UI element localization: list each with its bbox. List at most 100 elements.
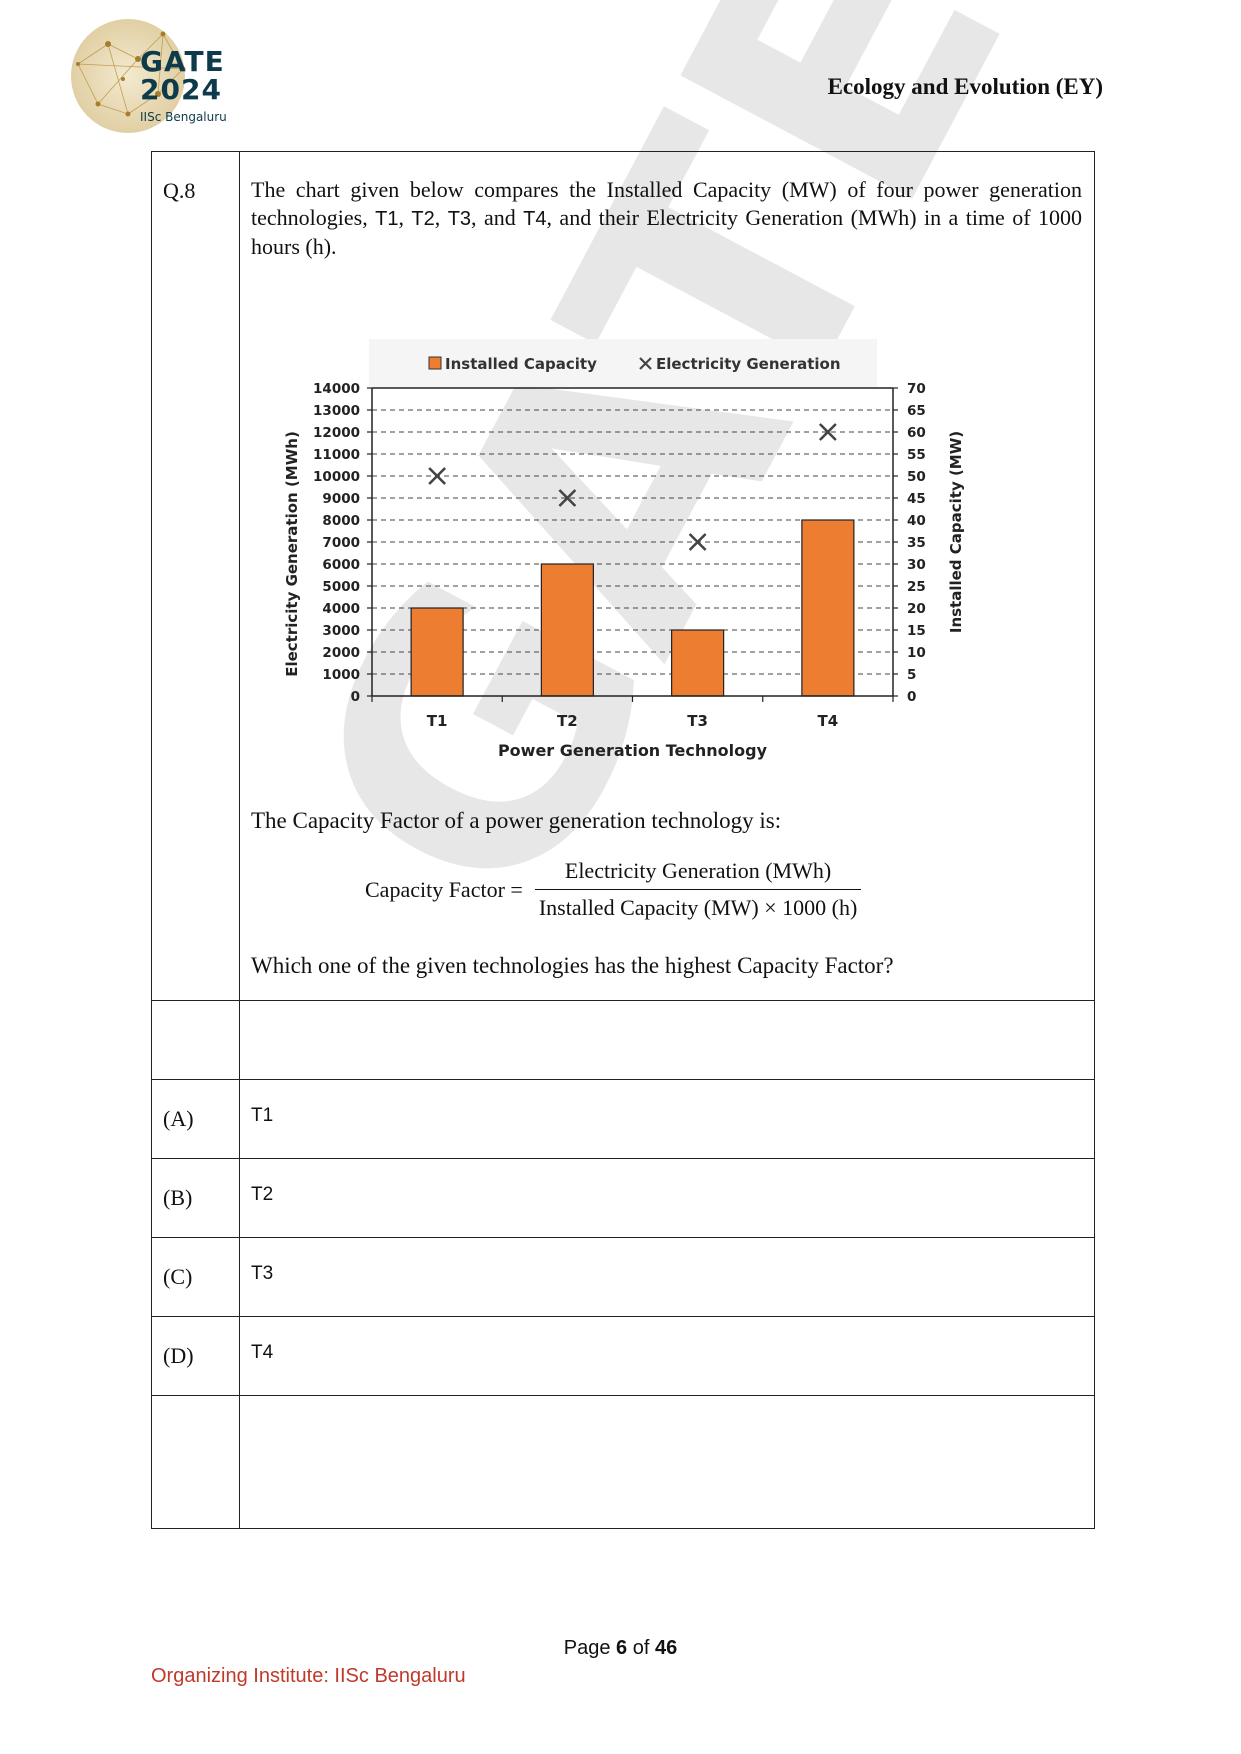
trailing-blank-left: [151, 1395, 240, 1529]
left-tick-label: 14000: [313, 381, 360, 397]
formula-lhs: Capacity Factor =: [365, 876, 523, 902]
marker-electricity-generation-t3: [688, 533, 707, 551]
question-ask: Which one of the given technologies has …: [251, 953, 894, 978]
option-label-cell: (C): [151, 1237, 240, 1317]
option-text[interactable]: T4: [251, 1342, 274, 1363]
left-tick-label: 2000: [322, 645, 360, 661]
marker-electricity-generation-t1: [428, 467, 447, 485]
blank-cell-left: [151, 1000, 240, 1080]
option-label: (B): [163, 1185, 193, 1210]
intro-sep-1: ,: [398, 205, 412, 230]
right-tick-label: 65: [907, 403, 926, 419]
organizing-institute: Organizing Institute: IISc Bengaluru: [151, 1665, 466, 1687]
legend-generation-marker: [639, 357, 652, 370]
right-tick-label: 40: [907, 513, 926, 529]
option-text[interactable]: T2: [251, 1184, 274, 1205]
option-text[interactable]: T3: [251, 1263, 274, 1284]
formula-denominator: Installed Capacity (MW) × 1000 (h): [534, 889, 862, 922]
subject-title: Ecology and Evolution (EY): [827, 74, 1103, 99]
option-label: (A): [163, 1106, 194, 1131]
question-intro: The chart given below compares the Insta…: [251, 176, 1082, 261]
x-tick-label: T2: [557, 712, 578, 730]
y-axis-left-label: Electricity Generation (MWh): [283, 431, 301, 677]
legend-generation-label: Electricity Generation: [656, 355, 841, 373]
question-number-cell: Q.8: [151, 151, 240, 1001]
marker-electricity-generation-t4: [818, 423, 837, 441]
option-label-cell: (D): [151, 1316, 240, 1396]
question-table: Q.8 The chart given below compares the I…: [151, 151, 1095, 1529]
left-tick-label: 5000: [322, 579, 360, 595]
question-body-cell: The chart given below compares the Insta…: [239, 151, 1095, 1001]
page-total: 46: [654, 1637, 678, 1659]
right-tick-label: 70: [907, 381, 926, 397]
option-text-cell[interactable]: T3: [239, 1237, 1095, 1317]
blank-row: [151, 1000, 1095, 1080]
right-tick-label: 25: [907, 579, 926, 595]
marker-electricity-generation-t2: [558, 489, 577, 507]
question-body: The chart given below compares the Insta…: [240, 152, 1094, 1000]
option-row-c[interactable]: (C) T3: [151, 1237, 1095, 1317]
option-label: (C): [163, 1264, 193, 1289]
left-tick-label: 3000: [322, 623, 360, 639]
x-tick-label: T4: [818, 712, 839, 730]
capacity-factor-formula: Capacity Factor = Electricity Generation…: [365, 857, 1082, 922]
bar-installed-capacity-t2: [540, 563, 594, 697]
logo-gate-text: GATE: [140, 45, 225, 78]
trailing-blank-row: [151, 1395, 1095, 1529]
left-tick-label: 0: [351, 689, 360, 705]
x-tick-label: T1: [427, 712, 448, 730]
option-row-d[interactable]: (D) T4: [151, 1316, 1095, 1396]
intro-sep-2: ,: [434, 205, 448, 230]
right-tick-label: 10: [907, 645, 926, 661]
option-row-a[interactable]: (A) T1: [151, 1079, 1095, 1159]
option-text-cell[interactable]: T1: [239, 1079, 1095, 1159]
left-tick-label: 9000: [322, 491, 360, 507]
page-prefix: Page: [563, 1637, 617, 1659]
intro-text-2: , and their Electricity Generation (MWh)…: [251, 205, 1083, 259]
right-tick-label: 5: [907, 667, 916, 683]
chart-container: Installed Capacity Electricity Generation…: [279, 299, 1039, 789]
blank-cell-right: [239, 1000, 1095, 1080]
bar-installed-capacity-t3: [671, 629, 725, 697]
logo-institute-text: IISc Bengaluru: [140, 110, 227, 124]
right-tick-label: 15: [907, 623, 926, 639]
intro-t3: T3: [447, 208, 472, 230]
bar-installed-capacity-t1: [410, 607, 464, 697]
intro-sep-3: , and: [471, 205, 524, 230]
page-number: Page 6 of 46: [0, 1637, 1241, 1660]
left-tick-label: 4000: [322, 601, 360, 617]
left-tick-label: 11000: [313, 447, 360, 463]
right-tick-label: 45: [907, 491, 926, 507]
right-tick-label: 50: [907, 469, 926, 485]
formula-numerator: Electricity Generation (MWh): [564, 858, 832, 883]
formula-fraction: Electricity Generation (MWh) Installed C…: [534, 857, 862, 922]
capacity-generation-chart: Installed Capacity Electricity Generation…: [283, 339, 965, 760]
intro-t4: T4: [523, 208, 547, 230]
left-tick-label: 12000: [313, 425, 360, 441]
right-tick-label: 60: [907, 425, 926, 441]
right-tick-label: 20: [907, 601, 926, 617]
option-text-cell[interactable]: T4: [239, 1316, 1095, 1396]
page-mid: of: [627, 1637, 655, 1659]
logo-year-text: 2024: [140, 73, 222, 106]
bar-installed-capacity-t4: [801, 519, 855, 697]
y-axis-right-label: Installed Capacity (MW): [947, 431, 965, 633]
page-current: 6: [616, 1637, 628, 1659]
option-label-cell: (A): [151, 1079, 240, 1159]
capacity-factor-intro: The Capacity Factor of a power generatio…: [251, 808, 782, 833]
legend-background: [369, 339, 877, 387]
intro-t1: T1: [375, 208, 399, 230]
x-tick-label: T3: [687, 712, 708, 730]
option-text-cell[interactable]: T2: [239, 1158, 1095, 1238]
legend-installed-swatch: [428, 356, 442, 370]
option-label: (D): [163, 1343, 194, 1368]
right-tick-label: 0: [907, 689, 916, 705]
intro-t2: T2: [411, 208, 435, 230]
option-text[interactable]: T1: [251, 1105, 274, 1126]
option-row-b[interactable]: (B) T2: [151, 1158, 1095, 1238]
left-tick-label: 6000: [322, 557, 360, 573]
left-tick-label: 13000: [313, 403, 360, 419]
globe-logo-icon: [71, 19, 186, 133]
question-row: Q.8 The chart given below compares the I…: [151, 151, 1095, 1001]
trailing-blank-right: [239, 1395, 1095, 1529]
